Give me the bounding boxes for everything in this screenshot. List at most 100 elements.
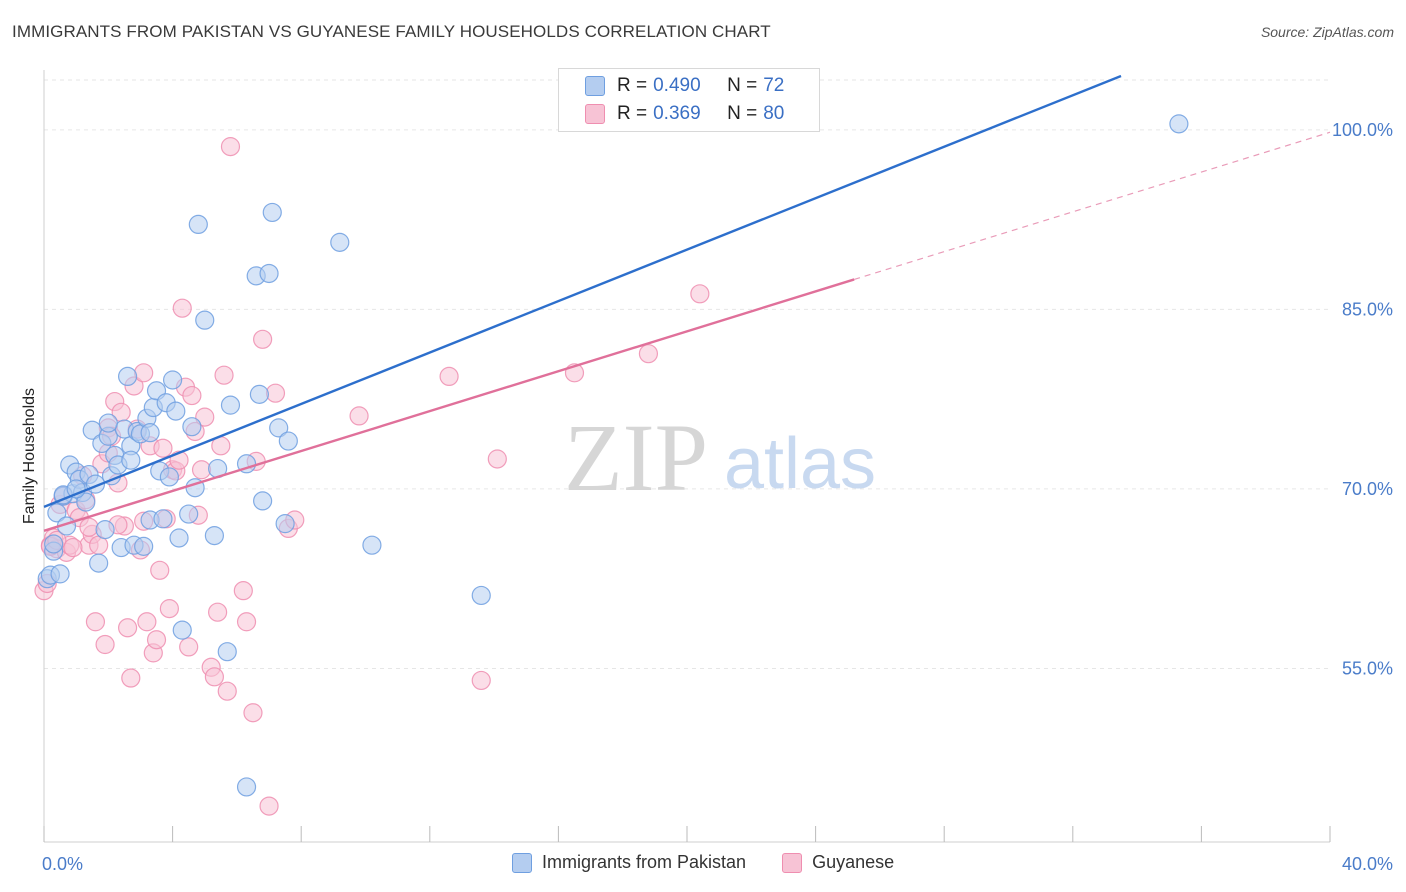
pakistan-point: [253, 491, 273, 511]
guyanese-point: [217, 681, 237, 701]
pakistan-point: [95, 520, 115, 540]
legend-swatch-pink: [585, 104, 605, 124]
pakistan-point: [362, 535, 382, 555]
pakistan-point: [163, 370, 183, 390]
pakistan-point: [98, 413, 118, 433]
watermark: ZIP atlas: [564, 404, 876, 511]
pakistan-point: [76, 492, 96, 512]
pakistan-point: [236, 777, 257, 797]
pakistan-trend-line: [43, 74, 1122, 508]
pakistan-point: [278, 431, 298, 451]
guyanese-point: [439, 366, 459, 387]
guyanese-point: [150, 560, 170, 580]
x-tick-label: 0.0%: [42, 854, 83, 874]
y-tick-label: 85.0%: [1342, 299, 1393, 319]
pakistan-point: [1169, 114, 1189, 134]
pakistan-point: [259, 263, 279, 284]
pakistan-point: [121, 450, 141, 470]
pakistan-point: [179, 504, 199, 524]
legend-label-pakistan: Immigrants from Pakistan: [542, 852, 747, 872]
pakistan-point: [169, 528, 189, 548]
pakistan-point: [134, 536, 154, 556]
legend-r-value: 0.490: [653, 75, 701, 96]
guyanese-point: [182, 385, 202, 406]
legend-r-value: 0.369: [653, 103, 701, 124]
guyanese-point: [220, 137, 241, 157]
guyanese-point: [85, 612, 106, 632]
guyanese-trend-line: [43, 278, 855, 532]
legend-item-guyanese[interactable]: Guyanese: [782, 852, 894, 873]
guyanese-point: [265, 383, 286, 403]
pakistan-point: [89, 553, 109, 573]
legend-n-value: 72: [763, 75, 785, 96]
guyanese-point: [191, 460, 212, 480]
guyanese-point: [172, 298, 192, 318]
pakistan-point: [195, 310, 215, 330]
guyanese-point: [208, 602, 228, 622]
y-tick-label: 55.0%: [1342, 658, 1393, 678]
legend-swatch-pink: [782, 852, 803, 873]
guyanese-point: [153, 438, 173, 458]
guyanese-point: [79, 517, 99, 537]
guyanese-point: [471, 670, 491, 691]
legend-n-label: N =: [727, 103, 758, 124]
legend-label-guyanese: Guyanese: [812, 852, 895, 872]
pakistan-point: [330, 232, 350, 252]
guyanese-point: [179, 637, 199, 657]
legend-n-label: N =: [727, 75, 758, 96]
legend-r-label: R =: [617, 103, 648, 124]
y-tick-label: 70.0%: [1342, 479, 1393, 499]
chart-source: Source: ZipAtlas.com: [1260, 24, 1394, 40]
guyanese-point: [137, 612, 157, 632]
pakistan-point: [269, 418, 289, 438]
pakistan-point: [172, 620, 192, 640]
guyanese-point: [204, 667, 224, 687]
pakistan-point: [117, 366, 138, 387]
y-axis-label: Family Households: [21, 388, 38, 524]
legend-swatch-blue: [512, 852, 532, 873]
guyanese-point: [134, 363, 154, 383]
y-tick-label: 100.0%: [1332, 120, 1393, 140]
guyanese-point: [121, 668, 141, 688]
guyanese-point: [195, 407, 215, 427]
pakistan-point: [153, 509, 173, 529]
series-legend: Immigrants from Pakistan Guyanese: [512, 852, 930, 873]
guyanese-point: [95, 634, 115, 655]
pakistan-point: [182, 417, 202, 437]
guyanese-point: [236, 612, 257, 632]
pakistan-point: [166, 401, 186, 421]
grid-lines: [44, 79, 1330, 669]
legend-item-pakistan[interactable]: Immigrants from Pakistan: [512, 852, 746, 873]
legend-n-value: 80: [763, 103, 785, 124]
guyanese-point: [233, 581, 253, 601]
chart-title: IMMIGRANTS FROM PAKISTAN VS GUYANESE FAM…: [12, 22, 771, 41]
legend-r-label: R =: [617, 75, 648, 96]
trend-lines: [43, 74, 1331, 532]
guyanese-point: [259, 796, 279, 816]
axes: [43, 70, 1331, 843]
guyanese-point: [117, 618, 138, 638]
series-pakistan-points: [37, 114, 1189, 797]
tick-labels: 55.0% 70.0% 85.0% 100.0% 0.0% 40.0%: [42, 120, 1393, 874]
guyanese-point: [638, 344, 659, 364]
pakistan-point: [44, 534, 64, 554]
stats-legend: R = 0.490 N = 72 R = 0.369 N = 80: [558, 68, 820, 132]
pakistan-point: [50, 564, 70, 584]
pakistan-point: [217, 642, 237, 662]
guyanese-point: [63, 537, 83, 558]
guyanese-point: [487, 449, 507, 469]
pakistan-point: [249, 384, 270, 404]
pakistan-point: [220, 395, 241, 415]
pakistan-point: [275, 514, 295, 534]
legend-swatch-blue: [585, 76, 605, 96]
guyanese-point: [214, 365, 234, 385]
pakistan-point: [47, 503, 67, 523]
x-tick-label: 40.0%: [1342, 854, 1393, 874]
watermark-atlas: atlas: [724, 424, 876, 504]
legend-row-guyanese: R = 0.369 N = 80: [585, 101, 784, 127]
guyanese-point: [690, 284, 710, 304]
pakistan-point: [204, 525, 224, 546]
pakistan-point: [188, 214, 208, 234]
pakistan-point: [159, 467, 179, 487]
